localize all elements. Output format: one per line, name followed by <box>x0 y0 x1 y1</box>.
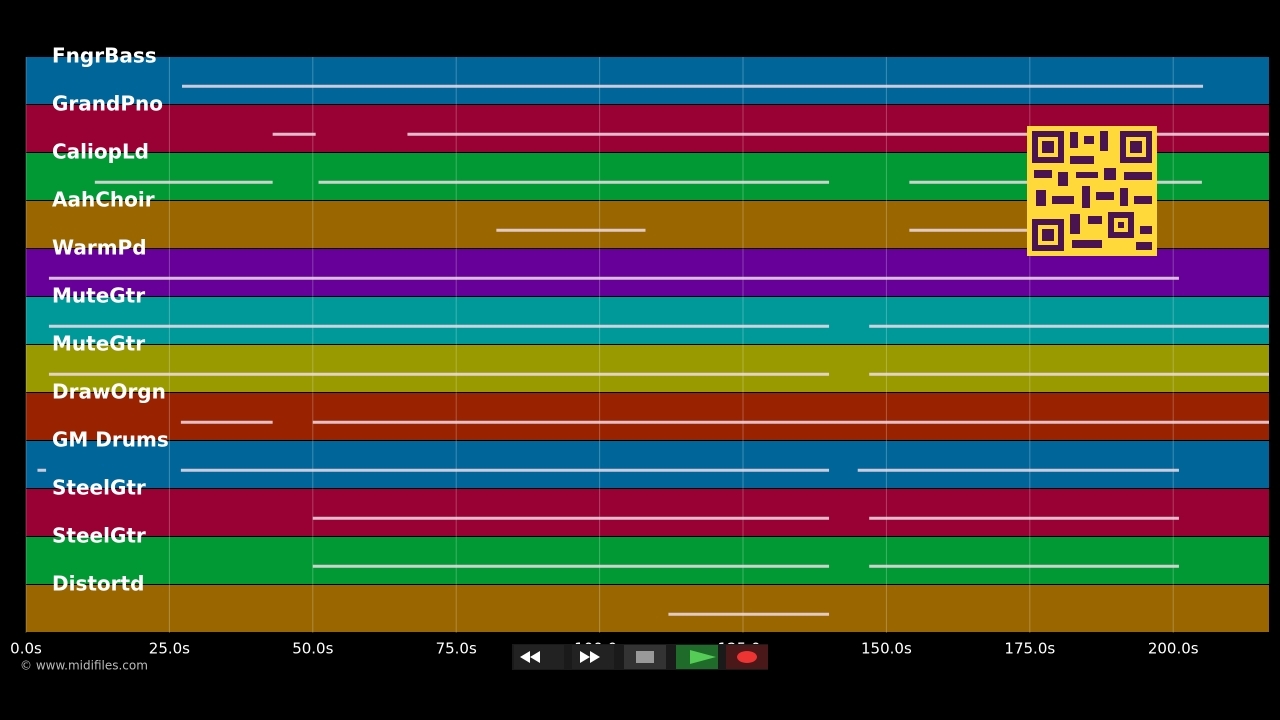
note-span <box>668 612 830 616</box>
credit: © www.midifiles.com <box>20 659 148 673</box>
note-span <box>869 324 1269 328</box>
note-span <box>312 516 830 520</box>
track-band <box>26 489 1269 536</box>
track-name: SteelGtr <box>52 476 146 500</box>
x-tick-label: 0.0s <box>10 640 42 658</box>
track-name: SteelGtr <box>52 524 146 548</box>
track-band <box>26 393 1269 440</box>
track-name: MuteGtr <box>52 332 145 356</box>
track-band <box>26 297 1269 344</box>
x-tick-label: 175.0s <box>1004 640 1055 658</box>
notes <box>37 84 1270 616</box>
track-band <box>26 249 1269 296</box>
track-name: FngrBass <box>52 44 157 68</box>
note-span <box>180 468 830 472</box>
note-span <box>180 420 273 424</box>
note-span <box>496 228 646 232</box>
stop-button[interactable] <box>624 645 666 669</box>
track-name: CaliopLd <box>52 140 149 164</box>
track-name: GrandPno <box>52 92 163 116</box>
track-name: WarmPd <box>52 236 147 260</box>
note-span <box>312 564 830 568</box>
note-span <box>272 132 316 136</box>
x-tick-label: 25.0s <box>149 640 190 658</box>
note-span <box>318 180 830 184</box>
note-span <box>869 516 1179 520</box>
x-tick-label: 75.0s <box>436 640 477 658</box>
track-name: Distortd <box>52 572 144 596</box>
note-span <box>869 564 1179 568</box>
forward-button[interactable] <box>572 645 614 669</box>
track-band <box>26 585 1269 632</box>
play-button[interactable] <box>676 645 718 669</box>
track-name: DrawOrgn <box>52 380 166 404</box>
note-span <box>407 132 1270 136</box>
track-band <box>26 537 1269 584</box>
note-span <box>37 468 47 472</box>
track-name: GM Drums <box>52 428 169 452</box>
note-span <box>312 420 1270 424</box>
x-tick-label: 150.0s <box>861 640 912 658</box>
track-band <box>26 441 1269 488</box>
note-span <box>94 180 273 184</box>
qr-code <box>1027 126 1157 256</box>
track-band <box>26 57 1269 104</box>
transport-controls <box>512 644 768 670</box>
record-button[interactable] <box>726 645 768 669</box>
note-span <box>48 276 1179 280</box>
note-span <box>182 84 1204 88</box>
x-tick-label: 200.0s <box>1148 640 1199 658</box>
track-name: MuteGtr <box>52 284 145 308</box>
note-span <box>909 228 1059 232</box>
grid <box>25 57 1174 633</box>
track-name: AahChoir <box>52 188 155 212</box>
x-tick-label: 50.0s <box>292 640 333 658</box>
track-band <box>26 345 1269 392</box>
note-span <box>48 372 830 376</box>
note-span <box>857 468 1179 472</box>
labels: FngrBass GrandPno CaliopLd AahChoir WarmPd Mu… <box>52 44 169 596</box>
rewind-button[interactable] <box>514 645 564 669</box>
note-span <box>869 372 1269 376</box>
note-span <box>48 324 830 328</box>
